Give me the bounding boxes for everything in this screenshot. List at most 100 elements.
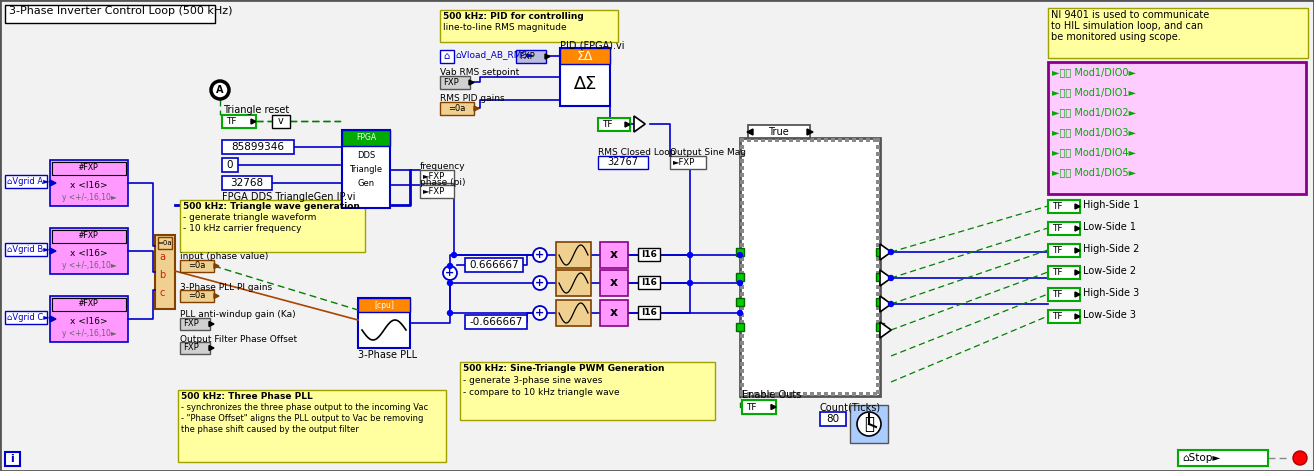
Bar xyxy=(872,392,876,396)
Text: I16: I16 xyxy=(641,278,657,287)
Circle shape xyxy=(448,310,452,316)
Circle shape xyxy=(533,306,547,320)
Bar xyxy=(740,278,744,282)
Text: FXP: FXP xyxy=(183,319,198,328)
Bar xyxy=(845,138,849,142)
Text: 500 kHz: Three Phase PLL: 500 kHz: Three Phase PLL xyxy=(181,392,313,401)
Polygon shape xyxy=(880,322,891,338)
Polygon shape xyxy=(880,270,891,286)
Bar xyxy=(53,162,126,175)
Bar xyxy=(876,173,880,177)
Text: 0: 0 xyxy=(227,160,234,170)
Text: ∆Σ: ∆Σ xyxy=(573,75,597,93)
Polygon shape xyxy=(50,316,57,322)
Bar xyxy=(740,194,744,198)
Polygon shape xyxy=(880,244,891,260)
Text: =0a: =0a xyxy=(188,292,206,300)
Bar xyxy=(803,138,807,142)
Text: Gen: Gen xyxy=(357,179,374,188)
Polygon shape xyxy=(746,129,753,135)
Bar xyxy=(1177,450,1268,466)
Text: FXP: FXP xyxy=(519,52,535,61)
Bar xyxy=(5,243,47,256)
Bar xyxy=(639,306,660,319)
Text: FPGA DDS TriangleGen IP.vi: FPGA DDS TriangleGen IP.vi xyxy=(222,192,356,202)
Circle shape xyxy=(888,250,894,254)
Bar xyxy=(50,160,127,206)
Circle shape xyxy=(212,81,229,99)
Circle shape xyxy=(443,266,457,280)
Bar xyxy=(440,10,618,42)
Bar xyxy=(600,270,628,296)
Text: - "Phase Offset" aligns the PLL output to Vac be removing: - "Phase Offset" aligns the PLL output t… xyxy=(181,414,423,423)
Bar xyxy=(50,296,127,342)
Bar xyxy=(440,50,455,63)
Bar xyxy=(876,273,884,281)
Bar xyxy=(820,412,846,426)
Bar xyxy=(876,222,880,226)
Circle shape xyxy=(888,276,894,281)
Bar xyxy=(740,383,744,387)
Text: 500 kHz: Sine-Triangle PWM Generation: 500 kHz: Sine-Triangle PWM Generation xyxy=(463,364,665,373)
Bar xyxy=(876,257,880,261)
Text: +: + xyxy=(445,268,455,278)
Polygon shape xyxy=(251,119,256,124)
Bar xyxy=(740,173,744,177)
Bar xyxy=(845,392,849,396)
Text: TF: TF xyxy=(1053,202,1063,211)
Bar xyxy=(809,392,813,396)
Polygon shape xyxy=(209,346,214,350)
Circle shape xyxy=(737,281,742,285)
Text: x: x xyxy=(610,307,618,319)
Bar xyxy=(5,311,47,324)
Polygon shape xyxy=(1075,292,1080,297)
Text: =0a: =0a xyxy=(188,261,206,270)
Bar xyxy=(740,138,744,142)
Text: PID (FPGA).vi: PID (FPGA).vi xyxy=(560,41,624,51)
Bar xyxy=(1049,266,1080,279)
Bar xyxy=(866,138,870,142)
Text: Output Filter Phase Offset: Output Filter Phase Offset xyxy=(180,335,297,344)
Text: 3-Phase Inverter Control Loop (500 kHz): 3-Phase Inverter Control Loop (500 kHz) xyxy=(9,6,233,16)
Bar xyxy=(736,248,744,256)
Bar xyxy=(556,270,591,296)
Text: High-Side 1: High-Side 1 xyxy=(1083,200,1139,210)
Bar xyxy=(740,390,744,394)
Bar xyxy=(788,392,794,396)
Bar xyxy=(876,264,880,268)
Bar xyxy=(1049,8,1307,58)
Bar xyxy=(775,392,779,396)
Bar xyxy=(222,140,294,154)
Bar xyxy=(830,392,834,396)
Bar xyxy=(876,187,880,191)
Bar xyxy=(740,159,744,163)
Bar xyxy=(740,250,744,254)
Text: ⌂Vload_AB_RMS►: ⌂Vload_AB_RMS► xyxy=(455,50,533,59)
Bar xyxy=(740,215,744,219)
Text: =0a: =0a xyxy=(448,104,465,113)
Bar xyxy=(155,235,175,309)
Polygon shape xyxy=(50,180,57,186)
Polygon shape xyxy=(880,296,891,312)
Circle shape xyxy=(448,263,452,268)
Bar xyxy=(357,298,410,312)
Bar xyxy=(180,318,210,330)
Circle shape xyxy=(448,281,452,285)
Bar xyxy=(740,320,744,324)
Text: x: x xyxy=(610,249,618,261)
Bar xyxy=(876,201,880,205)
Bar xyxy=(876,292,880,296)
Bar xyxy=(556,242,591,268)
Bar xyxy=(600,300,628,326)
Bar xyxy=(222,158,238,172)
Bar xyxy=(761,138,765,142)
Text: I16: I16 xyxy=(641,250,657,259)
Bar xyxy=(876,243,880,247)
Bar xyxy=(1049,222,1080,235)
Bar xyxy=(851,138,855,142)
Polygon shape xyxy=(1075,270,1080,275)
Bar xyxy=(740,138,744,142)
Bar xyxy=(516,50,547,63)
Text: TF: TF xyxy=(1053,246,1063,255)
Bar xyxy=(5,452,20,466)
